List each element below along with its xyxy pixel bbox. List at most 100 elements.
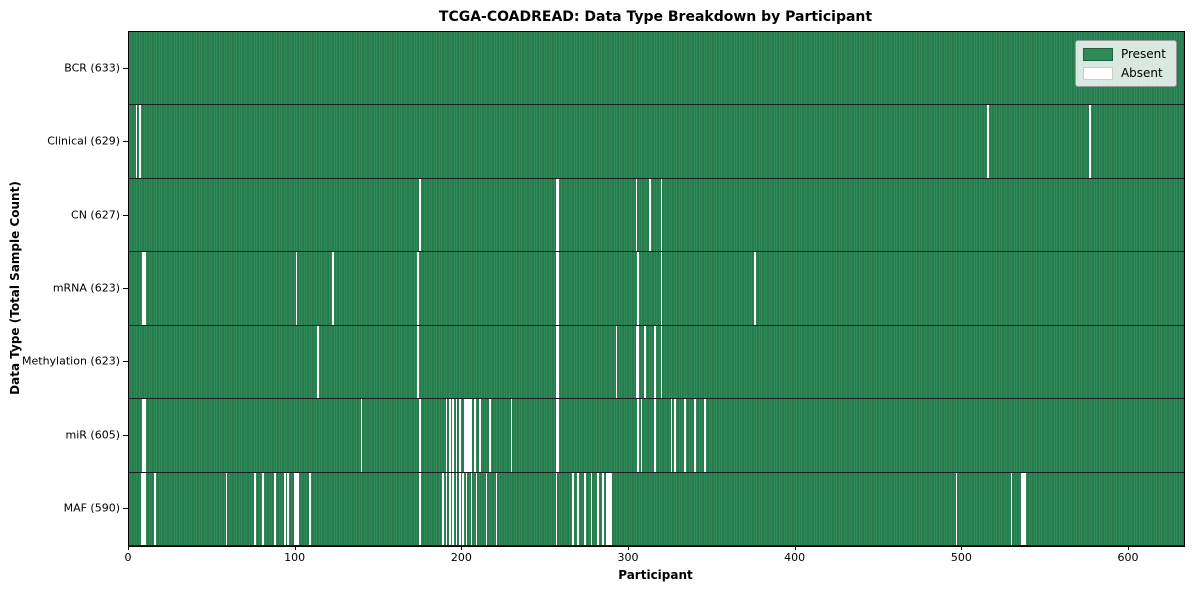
- absent-stripe: [475, 472, 478, 545]
- absent-stripe: [557, 178, 559, 252]
- absent-stripe: [470, 399, 473, 472]
- y-tick-mark: [123, 141, 128, 143]
- absent-stripe: [449, 472, 451, 545]
- absent-stripe: [555, 325, 558, 399]
- absent-stripe: [495, 472, 498, 545]
- absent-stripe: [442, 472, 444, 545]
- absent-stripe: [489, 399, 491, 472]
- x-tick-label: 600: [1117, 551, 1139, 564]
- absent-stripe: [417, 325, 419, 399]
- absent-stripe: [445, 399, 448, 472]
- absent-stripe: [602, 472, 604, 545]
- absent-stripe: [584, 472, 586, 545]
- absent-stripe: [144, 399, 146, 472]
- absent-stripe: [694, 399, 696, 472]
- absent-stripe: [459, 472, 461, 545]
- x-axis-title: Participant: [618, 568, 693, 582]
- absent-stripe: [225, 472, 228, 545]
- y-tick-label: mRNA (623): [52, 281, 120, 295]
- absent-stripe: [449, 399, 451, 472]
- absent-stripe: [557, 399, 559, 472]
- row-mrna: [129, 252, 1184, 326]
- absent-stripe: [1022, 472, 1024, 545]
- absent-stripe: [577, 472, 579, 545]
- absent-stripe: [470, 472, 473, 545]
- y-tick-label: CN (627): [71, 208, 120, 222]
- absent-stripe: [660, 178, 663, 252]
- legend-present-swatch: [1082, 47, 1113, 61]
- absent-stripe: [609, 472, 611, 545]
- absent-stripe: [654, 325, 656, 399]
- chart-title: TCGA-COADREAD: Data Type Breakdown by Pa…: [438, 9, 873, 25]
- absent-stripe: [572, 472, 574, 545]
- absent-stripe: [660, 325, 663, 399]
- x-tick-mark: [961, 546, 963, 550]
- x-tick-mark: [794, 546, 796, 550]
- absent-stripe: [555, 472, 558, 545]
- absent-stripe: [1089, 105, 1091, 178]
- absent-stripe: [142, 252, 144, 325]
- absent-stripe: [465, 399, 468, 472]
- absent-stripe: [654, 399, 656, 472]
- absent-stripe: [445, 472, 448, 545]
- y-tick-label: BCR (633): [64, 61, 120, 75]
- x-tick-label: 0: [124, 551, 132, 564]
- absent-stripe: [135, 105, 138, 178]
- absent-stripe: [254, 472, 256, 545]
- row-maf: [129, 472, 1184, 546]
- absent-stripe: [419, 472, 421, 545]
- absent-stripe: [485, 472, 488, 545]
- absent-stripe: [637, 325, 639, 399]
- absent-stripe: [987, 105, 989, 178]
- absent-stripe: [555, 178, 558, 252]
- absent-stripe: [469, 399, 471, 472]
- absent-stripe: [754, 252, 756, 325]
- absent-stripe: [635, 178, 638, 252]
- absent-stripe: [455, 472, 458, 545]
- absent-stripe: [452, 399, 454, 472]
- absent-stripe: [637, 399, 639, 472]
- absent-stripe: [455, 399, 458, 472]
- absent-stripe: [465, 472, 468, 545]
- absent-stripe: [640, 399, 643, 472]
- legend-present-label: Present: [1120, 47, 1166, 61]
- y-tick-label: Methylation (623): [22, 354, 120, 368]
- absent-stripe: [1010, 472, 1013, 545]
- absent-stripe: [684, 399, 686, 472]
- absent-stripe: [955, 472, 958, 545]
- absent-stripe: [295, 252, 298, 325]
- row-clinical: [129, 105, 1184, 179]
- x-tick-label: 500: [950, 551, 972, 564]
- x-tick-label: 200: [450, 551, 472, 564]
- absent-stripe: [297, 472, 299, 545]
- absent-stripe: [557, 325, 559, 399]
- y-tick-mark: [123, 67, 128, 69]
- row-cn: [129, 178, 1184, 253]
- x-tick-mark: [628, 546, 629, 550]
- absent-stripe: [309, 472, 311, 545]
- absent-stripe: [644, 325, 646, 399]
- absent-stripe: [555, 252, 558, 325]
- absent-stripe: [332, 252, 334, 325]
- absent-stripe: [635, 325, 638, 399]
- x-tick-label: 300: [617, 551, 639, 564]
- absent-stripe: [294, 472, 296, 545]
- x-tick-mark: [294, 546, 296, 550]
- x-tick-label: 100: [284, 551, 306, 564]
- absent-stripe: [317, 325, 319, 399]
- absent-stripe: [607, 472, 609, 545]
- absent-stripe: [704, 399, 706, 472]
- row-methylation: [129, 325, 1184, 400]
- plot-area: Present Absent: [128, 31, 1185, 547]
- absent-stripe: [555, 399, 558, 472]
- absent-stripe: [474, 399, 476, 472]
- absent-stripe: [670, 399, 673, 472]
- absent-stripe: [590, 472, 593, 545]
- absent-stripe: [462, 472, 464, 545]
- y-tick-mark: [123, 361, 128, 363]
- absent-stripe: [419, 399, 421, 472]
- absent-stripe: [1020, 472, 1023, 545]
- legend-item-absent: Absent: [1082, 66, 1166, 80]
- y-tick-mark: [123, 508, 128, 510]
